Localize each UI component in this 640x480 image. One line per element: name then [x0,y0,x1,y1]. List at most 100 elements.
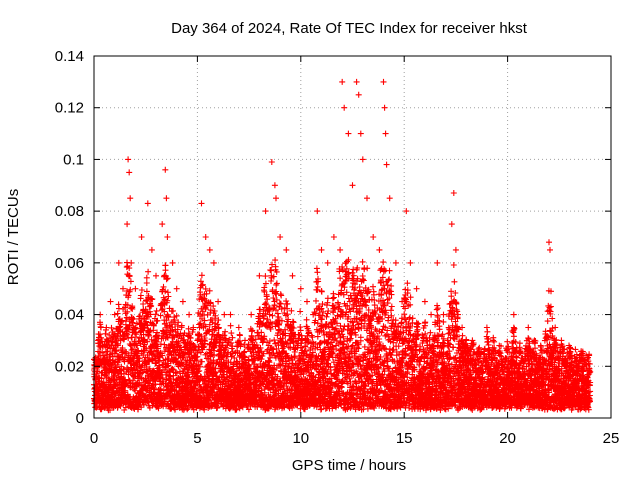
data-point [248,311,255,318]
data-point [101,358,108,365]
data-point [440,311,447,318]
y-tick-label: 0 [76,410,84,427]
data-point [164,234,171,240]
y-tick-label: 0.1 [63,151,84,168]
y-axis: 0 0.02 0.04 0.06 0.08 0.1 0.12 0.14 [55,48,611,427]
data-point [359,156,366,163]
data-point [349,182,356,189]
x-axis: 0 5 10 15 20 25 [90,56,620,447]
scatter-cloud [91,256,594,414]
data-point [475,350,482,357]
data-point [138,234,145,240]
data-point [353,78,360,85]
data-point [202,234,209,240]
data-point [120,285,126,292]
data-point [386,195,393,202]
data-point [111,311,118,318]
data-point [510,311,517,318]
data-point [566,350,573,357]
data-point [421,298,428,305]
x-tick-label: 25 [603,430,620,447]
data-point [132,285,139,292]
data-point [95,337,102,344]
data-point [490,337,497,344]
data-point [221,311,228,318]
data-point [399,298,406,305]
data-point [357,130,364,137]
data-point [186,311,193,318]
data-point [382,130,389,137]
data-point [283,246,290,253]
data-point [126,169,133,176]
data-point [572,363,579,370]
data-point [459,324,466,331]
data-point [128,259,135,266]
dense-scatter [91,256,594,414]
data-point [444,337,451,344]
data-point [318,246,325,253]
data-point [546,239,552,246]
data-point [163,195,170,202]
data-point [124,221,131,228]
data-point [277,234,284,240]
plot-frame [93,55,612,419]
y-tick-label: 0.14 [55,48,84,65]
data-point [127,195,134,202]
data-point [403,208,410,215]
data-point [483,324,490,331]
data-point [392,259,399,266]
data-point [190,324,197,331]
data-point [337,246,344,253]
data-point [339,78,346,85]
data-point [552,324,559,331]
data-point [413,285,420,292]
data-point [310,311,317,318]
data-point [355,91,362,98]
data-point [297,285,304,292]
data-point [383,161,390,168]
data-point [162,166,169,173]
data-point [450,190,457,196]
data-point [537,342,544,349]
data-point [268,159,275,165]
data-points [93,78,592,383]
data-point [364,195,370,202]
data-point [547,246,553,253]
data-point [107,298,114,305]
data-point [273,195,279,202]
data-point [330,234,337,240]
data-point [103,324,110,331]
data-point [341,104,348,111]
data-point [256,272,263,279]
data-point [428,311,435,318]
data-point [173,285,180,292]
data-point [206,246,213,253]
data-point [525,324,532,331]
data-point [381,104,388,111]
data-point [548,288,554,295]
data-point [198,200,205,207]
data-point [144,200,151,207]
data-point [235,324,242,331]
data-point [370,234,377,240]
data-point [169,259,176,266]
y-tick-label: 0.06 [55,255,84,272]
data-point [304,298,310,305]
x-tick-label: 5 [193,430,201,447]
data-point [271,182,278,189]
data-point [558,337,565,344]
chart-title: Day 364 of 2024, Rate Of TEC Index for r… [171,20,528,37]
x-tick-label: 20 [499,430,516,447]
data-point [504,345,511,352]
x-tick-label: 10 [292,430,309,447]
y-axis-label: ROTI / TECUs [5,189,22,285]
data-point [159,221,166,228]
data-point [463,337,470,344]
x-tick-label: 0 [90,430,98,447]
data-point [242,337,248,344]
data-point [215,298,222,305]
data-point [434,259,441,266]
data-point [469,337,476,344]
data-point [153,272,159,279]
